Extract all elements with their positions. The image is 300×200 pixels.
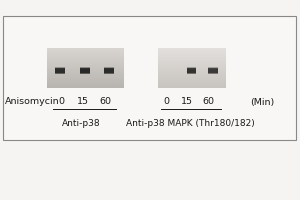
Bar — [187, 68, 196, 74]
Bar — [55, 68, 65, 73]
Text: (Min): (Min) — [250, 98, 275, 106]
Text: Anti-p38 MAPK (Thr180/182): Anti-p38 MAPK (Thr180/182) — [126, 118, 255, 128]
Bar — [104, 67, 114, 73]
Text: 15: 15 — [181, 98, 193, 106]
Bar — [208, 68, 218, 74]
Bar — [104, 68, 114, 74]
Text: 0: 0 — [164, 98, 169, 106]
Bar — [80, 68, 90, 74]
Bar — [208, 69, 218, 74]
Bar — [187, 68, 196, 73]
Bar — [208, 68, 218, 73]
Text: 60: 60 — [202, 98, 214, 106]
Bar — [104, 69, 114, 74]
Text: 15: 15 — [77, 98, 89, 106]
Bar — [3, 16, 296, 140]
Bar — [80, 69, 90, 74]
Bar — [55, 68, 65, 73]
Text: Anti-p38: Anti-p38 — [62, 118, 100, 128]
Bar — [187, 67, 196, 73]
Bar — [55, 69, 65, 74]
Bar — [104, 68, 114, 73]
Bar — [187, 68, 196, 73]
Bar — [208, 68, 218, 73]
Bar — [80, 68, 90, 73]
Bar — [80, 68, 90, 73]
Bar — [208, 67, 218, 73]
Text: 60: 60 — [100, 98, 112, 106]
Text: 0: 0 — [58, 98, 64, 106]
Bar — [187, 69, 196, 74]
Bar — [55, 68, 65, 74]
Bar — [55, 67, 65, 73]
Bar — [104, 68, 114, 73]
Bar — [80, 67, 90, 73]
Text: Anisomycin: Anisomycin — [4, 98, 59, 106]
